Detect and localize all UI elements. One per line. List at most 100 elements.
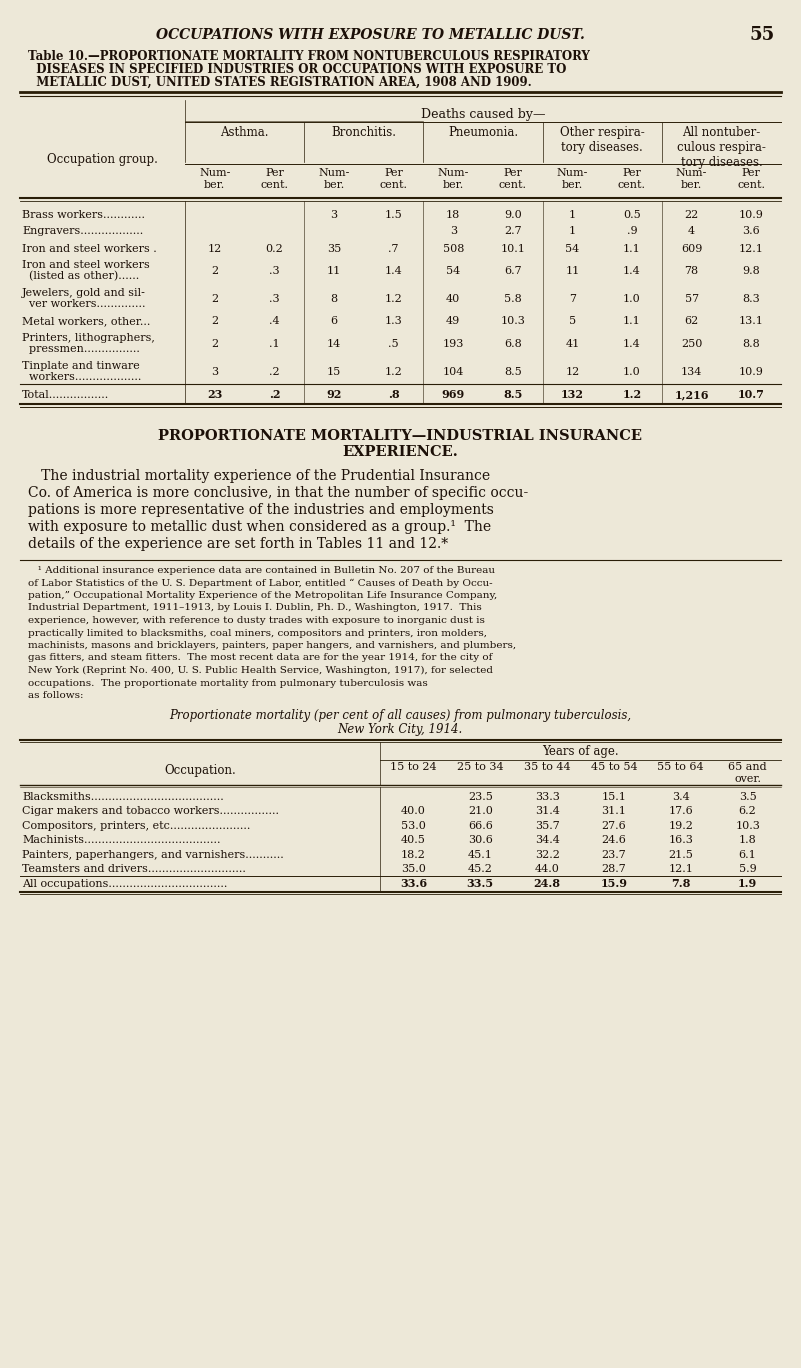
- Text: New York City, 1914.: New York City, 1914.: [337, 722, 463, 736]
- Text: Pneumonia.: Pneumonia.: [448, 126, 518, 140]
- Text: Iron and steel workers: Iron and steel workers: [22, 260, 150, 269]
- Text: 15.9: 15.9: [601, 878, 627, 889]
- Text: Per
cent.: Per cent.: [499, 168, 527, 190]
- Text: 35.7: 35.7: [535, 821, 559, 830]
- Text: Painters, paperhangers, and varnishers...........: Painters, paperhangers, and varnishers..…: [22, 850, 284, 859]
- Text: Table 10.—PROPORTIONATE MORTALITY FROM NONTUBERCULOUS RESPIRATORY: Table 10.—PROPORTIONATE MORTALITY FROM N…: [28, 51, 590, 63]
- Text: 65 and
over.: 65 and over.: [728, 762, 767, 784]
- Text: 15: 15: [327, 367, 341, 378]
- Text: 2: 2: [211, 265, 219, 276]
- Text: OCCUPATIONS WITH EXPOSURE TO METALLIC DUST.: OCCUPATIONS WITH EXPOSURE TO METALLIC DU…: [155, 27, 585, 42]
- Text: 1,216: 1,216: [674, 389, 709, 399]
- Text: 57: 57: [685, 294, 698, 304]
- Text: 13.1: 13.1: [739, 316, 763, 327]
- Text: 8: 8: [331, 294, 337, 304]
- Text: 9.0: 9.0: [504, 209, 521, 219]
- Text: 12: 12: [207, 244, 222, 253]
- Text: Blacksmiths......................................: Blacksmiths.............................…: [22, 792, 223, 802]
- Text: Occupation.: Occupation.: [164, 763, 235, 777]
- Text: 6: 6: [331, 316, 337, 327]
- Text: 35: 35: [327, 244, 341, 253]
- Text: Num-
ber.: Num- ber.: [557, 168, 588, 190]
- Text: 54: 54: [446, 265, 461, 276]
- Text: Printers, lithographers,: Printers, lithographers,: [22, 332, 155, 343]
- Text: 508: 508: [442, 244, 464, 253]
- Text: with exposure to metallic dust when considered as a group.¹  The: with exposure to metallic dust when cons…: [28, 520, 491, 534]
- Text: Tinplate and tinware: Tinplate and tinware: [22, 361, 139, 371]
- Text: 54: 54: [566, 244, 580, 253]
- Text: 8.8: 8.8: [743, 339, 760, 349]
- Text: 1.0: 1.0: [623, 294, 641, 304]
- Text: .3: .3: [269, 265, 280, 276]
- Text: gas fitters, and steam fitters.  The most recent data are for the year 1914, for: gas fitters, and steam fitters. The most…: [28, 654, 493, 662]
- Text: 12.1: 12.1: [739, 244, 763, 253]
- Text: 11: 11: [566, 265, 580, 276]
- Text: 24.6: 24.6: [602, 836, 626, 845]
- Text: All occupations..................................: All occupations.........................…: [22, 878, 227, 889]
- Text: 23.5: 23.5: [468, 792, 493, 802]
- Text: 15.1: 15.1: [602, 792, 626, 802]
- Text: .8: .8: [388, 389, 400, 399]
- Text: 30.6: 30.6: [468, 836, 493, 845]
- Text: DISEASES IN SPECIFIED INDUSTRIES OR OCCUPATIONS WITH EXPOSURE TO: DISEASES IN SPECIFIED INDUSTRIES OR OCCU…: [28, 63, 566, 77]
- Text: 40: 40: [446, 294, 461, 304]
- Text: Proportionate mortality (per cent of all causes) from pulmonary tuberculosis,: Proportionate mortality (per cent of all…: [169, 710, 631, 722]
- Text: 40.0: 40.0: [401, 806, 426, 817]
- Text: Total.................: Total.................: [22, 390, 109, 399]
- Text: 7: 7: [569, 294, 576, 304]
- Text: Industrial Department, 1911–1913, by Louis I. Dublin, Ph. D., Washington, 1917. : Industrial Department, 1911–1913, by Lou…: [28, 603, 481, 613]
- Text: 23.7: 23.7: [602, 850, 626, 859]
- Text: ver workers..............: ver workers..............: [22, 300, 146, 309]
- Text: 45 to 54: 45 to 54: [590, 762, 638, 773]
- Text: 1.4: 1.4: [623, 265, 641, 276]
- Text: (listed as other)......: (listed as other)......: [22, 271, 139, 282]
- Text: .9: .9: [626, 227, 638, 237]
- Text: machinists, masons and bricklayers, painters, paper hangers, and varnishers, and: machinists, masons and bricklayers, pain…: [28, 642, 516, 650]
- Text: 1.4: 1.4: [623, 339, 641, 349]
- Text: 45.2: 45.2: [468, 865, 493, 874]
- Text: 32.2: 32.2: [534, 850, 560, 859]
- Text: 22: 22: [685, 209, 698, 219]
- Text: 6.8: 6.8: [504, 339, 521, 349]
- Text: 31.4: 31.4: [534, 806, 560, 817]
- Text: Other respira-
tory diseases.: Other respira- tory diseases.: [560, 126, 645, 155]
- Text: of Labor Statistics of the U. S. Department of Labor, entitled “ Causes of Death: of Labor Statistics of the U. S. Departm…: [28, 579, 493, 588]
- Text: Machinists.......................................: Machinists..............................…: [22, 836, 220, 845]
- Text: 23: 23: [207, 389, 223, 399]
- Text: EXPERIENCE.: EXPERIENCE.: [342, 445, 458, 460]
- Text: 16.3: 16.3: [668, 836, 693, 845]
- Text: 8.3: 8.3: [743, 294, 760, 304]
- Text: Co. of America is more conclusive, in that the number of specific occu-: Co. of America is more conclusive, in th…: [28, 486, 528, 499]
- Text: 1.2: 1.2: [384, 367, 402, 378]
- Text: .7: .7: [388, 244, 399, 253]
- Text: Deaths caused by—: Deaths caused by—: [421, 108, 545, 120]
- Text: 1.1: 1.1: [623, 316, 641, 327]
- Text: 40.5: 40.5: [401, 836, 426, 845]
- Text: 3: 3: [331, 209, 337, 219]
- Text: .4: .4: [269, 316, 280, 327]
- Text: pressmen................: pressmen................: [22, 343, 140, 354]
- Text: details of the experience are set forth in Tables 11 and 12.*: details of the experience are set forth …: [28, 538, 448, 551]
- Text: 5.8: 5.8: [504, 294, 521, 304]
- Text: 1: 1: [569, 209, 576, 219]
- Text: 132: 132: [561, 389, 584, 399]
- Text: METALLIC DUST, UNITED STATES REGISTRATION AREA, 1908 AND 1909.: METALLIC DUST, UNITED STATES REGISTRATIO…: [28, 77, 532, 89]
- Text: 27.6: 27.6: [602, 821, 626, 830]
- Text: Num-
ber.: Num- ber.: [437, 168, 469, 190]
- Text: 18: 18: [446, 209, 461, 219]
- Text: 1.1: 1.1: [623, 244, 641, 253]
- Text: .2: .2: [268, 389, 280, 399]
- Text: 6.7: 6.7: [504, 265, 521, 276]
- Text: 1.2: 1.2: [622, 389, 642, 399]
- Text: Per
cent.: Per cent.: [737, 168, 765, 190]
- Text: 2.7: 2.7: [504, 227, 521, 237]
- Text: Brass workers............: Brass workers............: [22, 209, 145, 219]
- Text: 5: 5: [569, 316, 576, 327]
- Text: experience, however, with reference to dusty trades with exposure to inorganic d: experience, however, with reference to d…: [28, 616, 485, 625]
- Text: as follows:: as follows:: [28, 691, 83, 700]
- Text: 1.5: 1.5: [384, 209, 402, 219]
- Text: 969: 969: [441, 389, 465, 399]
- Text: 2: 2: [211, 294, 219, 304]
- Text: 62: 62: [685, 316, 698, 327]
- Text: Per
cent.: Per cent.: [260, 168, 288, 190]
